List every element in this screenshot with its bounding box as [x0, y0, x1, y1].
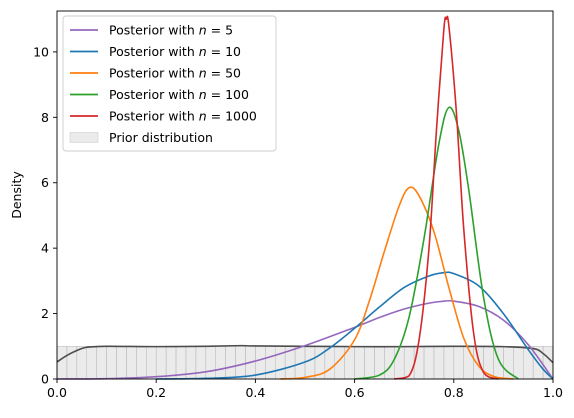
prior-histogram-bar: [155, 346, 167, 380]
prior-histogram-bar: [423, 346, 435, 380]
y-tick-label: 10: [33, 44, 49, 59]
y-tick-label: 6: [41, 175, 49, 190]
prior-histogram-bar: [56, 346, 68, 380]
legend-box: [62, 15, 277, 152]
series-line-4: [354, 106, 519, 380]
prior-histogram-bar: [126, 346, 137, 380]
prior-histogram-bar: [413, 346, 425, 380]
x-tick-label: 0.2: [146, 385, 166, 400]
prior-histogram-bar: [443, 346, 455, 380]
prior-histogram-bar: [433, 346, 445, 380]
prior-histogram-bar: [106, 346, 117, 380]
prior-histogram-bar: [146, 346, 157, 380]
legend-label-prior: Prior distribution: [109, 130, 213, 145]
legend-label-1: Posterior with n = 5: [109, 23, 233, 38]
series-layer: [56, 15, 554, 380]
prior-histogram-bar: [195, 346, 207, 380]
y-axis-title: Density: [9, 171, 24, 219]
prior-histogram-bar: [522, 346, 534, 380]
prior-histogram-bar: [165, 346, 177, 380]
prior-histogram-bar: [205, 346, 216, 380]
prior-histogram-bar: [304, 346, 316, 380]
x-tick-label: 1.0: [543, 385, 563, 400]
prior-histogram-bar: [86, 346, 97, 380]
legend-label-2: Posterior with n = 10: [109, 44, 241, 59]
prior-histogram-bar: [225, 346, 236, 380]
prior-histogram-bar: [364, 346, 375, 380]
x-tick-label: 0.6: [345, 385, 365, 400]
prior-histogram-bar: [453, 346, 464, 380]
legend-label-3: Posterior with n = 50: [109, 66, 241, 81]
series-line-5: [394, 15, 499, 380]
prior-histogram-bar: [136, 346, 147, 380]
prior-histogram-bar: [116, 346, 127, 380]
plot-area-frame: [56, 10, 554, 380]
y-tick-label: 8: [41, 110, 49, 125]
legend-label-4: Posterior with n = 100: [109, 87, 249, 102]
y-tick-label: 0: [41, 372, 49, 387]
prior-histogram-bar: [215, 346, 226, 380]
prior-histogram-bar: [76, 346, 88, 380]
prior-histogram-bar: [265, 346, 276, 380]
x-tick-label: 0.0: [47, 385, 67, 400]
prior-histogram-bar: [403, 346, 415, 380]
y-tick-label: 2: [41, 306, 49, 321]
prior-histogram-bar: [354, 346, 365, 380]
prior-histogram-bar: [96, 346, 107, 380]
legend-swatch-prior: [69, 132, 99, 143]
series-line-1: [56, 299, 554, 380]
y-axis: 0 2 4 6 8 10: [33, 44, 57, 387]
prior-histogram-bar: [513, 346, 524, 380]
prior-histogram-bar: [235, 346, 246, 380]
legend-label-5: Posterior with n = 1000: [109, 109, 257, 124]
prior-histogram-bar: [394, 346, 405, 380]
legend: Posterior with n = 5 Posterior with n = 1…: [62, 15, 277, 152]
series-line-3: [280, 186, 514, 380]
prior-density-line: [56, 344, 554, 364]
x-axis: 0.0 0.2 0.4 0.6 0.8 1.0: [47, 379, 563, 400]
x-tick-label: 0.4: [245, 385, 265, 400]
prior-histogram-bar: [274, 346, 286, 380]
x-tick-label: 0.8: [444, 385, 464, 400]
y-tick-label: 4: [41, 241, 49, 256]
